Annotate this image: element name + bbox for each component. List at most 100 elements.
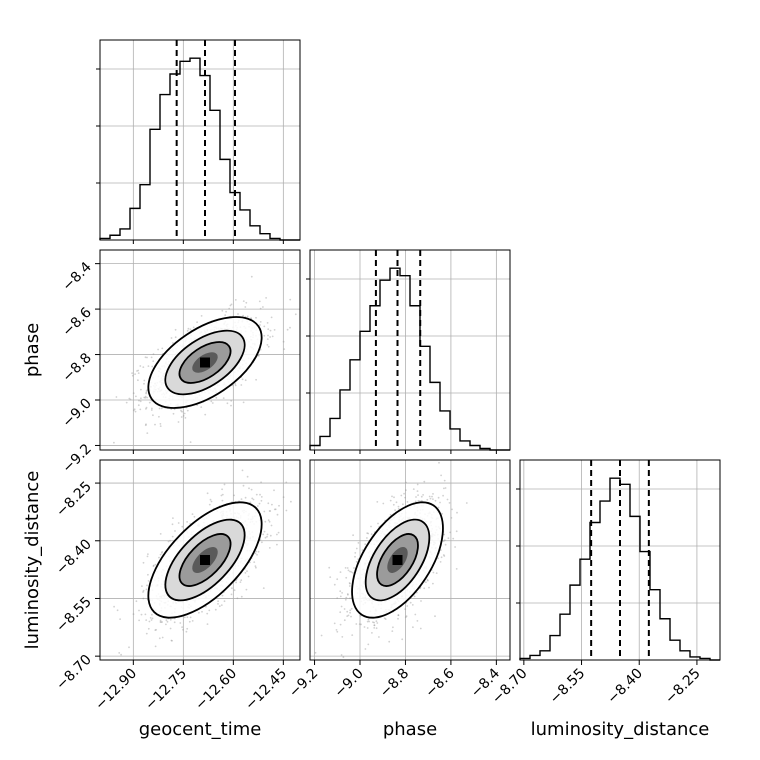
scatter-point — [444, 487, 447, 489]
scatter-point — [339, 623, 342, 626]
scatter-point — [208, 503, 211, 506]
scatter-point — [230, 303, 233, 306]
scatter-point — [244, 572, 247, 574]
scatter-point — [373, 627, 376, 629]
scatter-point — [241, 469, 244, 472]
scatter-point — [169, 539, 172, 542]
scatter-point — [389, 499, 392, 502]
scatter-point — [221, 594, 224, 597]
y-tick-label: −9.2 — [59, 441, 94, 476]
scatter-point — [277, 531, 280, 534]
scatter-point — [255, 378, 257, 381]
panel-content — [113, 469, 292, 656]
scatter-point — [276, 543, 278, 546]
scatter-point — [397, 614, 400, 617]
scatter-point — [141, 585, 143, 587]
scatter-point — [120, 653, 122, 656]
scatter-point — [355, 623, 358, 625]
scatter-point — [217, 600, 220, 603]
scatter-point — [434, 499, 437, 502]
scatter-point — [404, 608, 407, 610]
scatter-point — [182, 415, 185, 417]
scatter-point — [263, 510, 266, 513]
scatter-point — [233, 494, 236, 497]
scatter-point — [144, 396, 147, 399]
scatter-point — [414, 613, 417, 616]
scatter-point — [177, 522, 180, 524]
scatter-point — [254, 565, 257, 567]
hist-step-geocent_time — [99, 57, 300, 241]
scatter-point — [247, 575, 250, 578]
scatter-point — [170, 337, 173, 339]
scatter-point — [140, 397, 142, 400]
y-tick-label: −8.70 — [53, 652, 95, 694]
scatter-point — [397, 617, 399, 620]
y-tick-label: −8.40 — [53, 536, 95, 578]
scatter-point — [143, 382, 145, 385]
scatter-point — [423, 587, 426, 590]
scatter-point — [131, 372, 134, 374]
scatter-point — [160, 461, 162, 463]
scatter-point — [234, 383, 237, 385]
scatter-point — [255, 550, 258, 553]
scatter-point — [145, 392, 148, 395]
scatter-point — [179, 622, 182, 624]
scatter-point — [196, 321, 199, 324]
scatter-point — [137, 404, 140, 407]
scatter-point — [145, 423, 147, 426]
scatter-point — [255, 316, 257, 319]
y-tick-label: −8.4 — [59, 259, 94, 294]
panel-content — [113, 275, 297, 463]
scatter-point — [222, 397, 225, 399]
scatter-point — [264, 536, 267, 539]
scatter-point — [367, 618, 370, 621]
scatter-point — [113, 441, 115, 444]
scatter-point — [146, 432, 149, 434]
scatter-point — [138, 609, 140, 612]
scatter-point — [348, 582, 351, 584]
scatter-point — [349, 611, 351, 614]
scatter-point — [147, 627, 150, 630]
scatter-point — [276, 533, 278, 536]
scatter-point — [343, 619, 346, 622]
scatter-point — [155, 628, 158, 631]
scatter-point — [339, 590, 342, 593]
y-axis-phase: −9.2 −9.0 −8.8 −8.6 −8.4 phase — [22, 259, 100, 476]
scatter-point — [278, 504, 280, 507]
scatter-point — [411, 604, 414, 606]
scatter-point — [340, 654, 343, 656]
scatter-point — [136, 370, 138, 372]
scatter-point — [267, 334, 269, 337]
scatter-point — [412, 488, 415, 490]
scatter-point — [400, 494, 403, 497]
scatter-point — [339, 595, 342, 598]
x-tick-label: −12.90 — [92, 666, 140, 714]
scatter-point — [160, 407, 163, 410]
y-axis-label-phase: phase — [22, 323, 43, 377]
scatter-point — [140, 388, 142, 391]
scatter-point — [192, 326, 195, 329]
scatter-point — [352, 571, 354, 574]
scatter-point — [220, 604, 223, 606]
scatter-point — [359, 614, 362, 617]
scatter-point — [391, 630, 394, 632]
scatter-point — [432, 493, 434, 495]
scatter-point — [428, 495, 431, 498]
scatter-point — [182, 628, 184, 631]
x-tick-label: −12.45 — [242, 666, 290, 714]
scatter-point — [366, 537, 368, 539]
scatter-point — [285, 509, 288, 512]
scatter-point — [268, 510, 271, 512]
scatter-point — [447, 537, 450, 540]
scatter-point — [425, 581, 427, 584]
scatter-point — [173, 621, 176, 624]
scatter-point — [256, 553, 258, 556]
scatter-point — [345, 596, 348, 599]
scatter-point — [147, 573, 149, 576]
scatter-point — [143, 396, 146, 399]
scatter-point — [249, 561, 251, 564]
scatter-point — [262, 306, 264, 308]
scatter-point — [242, 484, 245, 487]
scatter-point — [206, 623, 209, 625]
scatter-point — [328, 566, 331, 569]
